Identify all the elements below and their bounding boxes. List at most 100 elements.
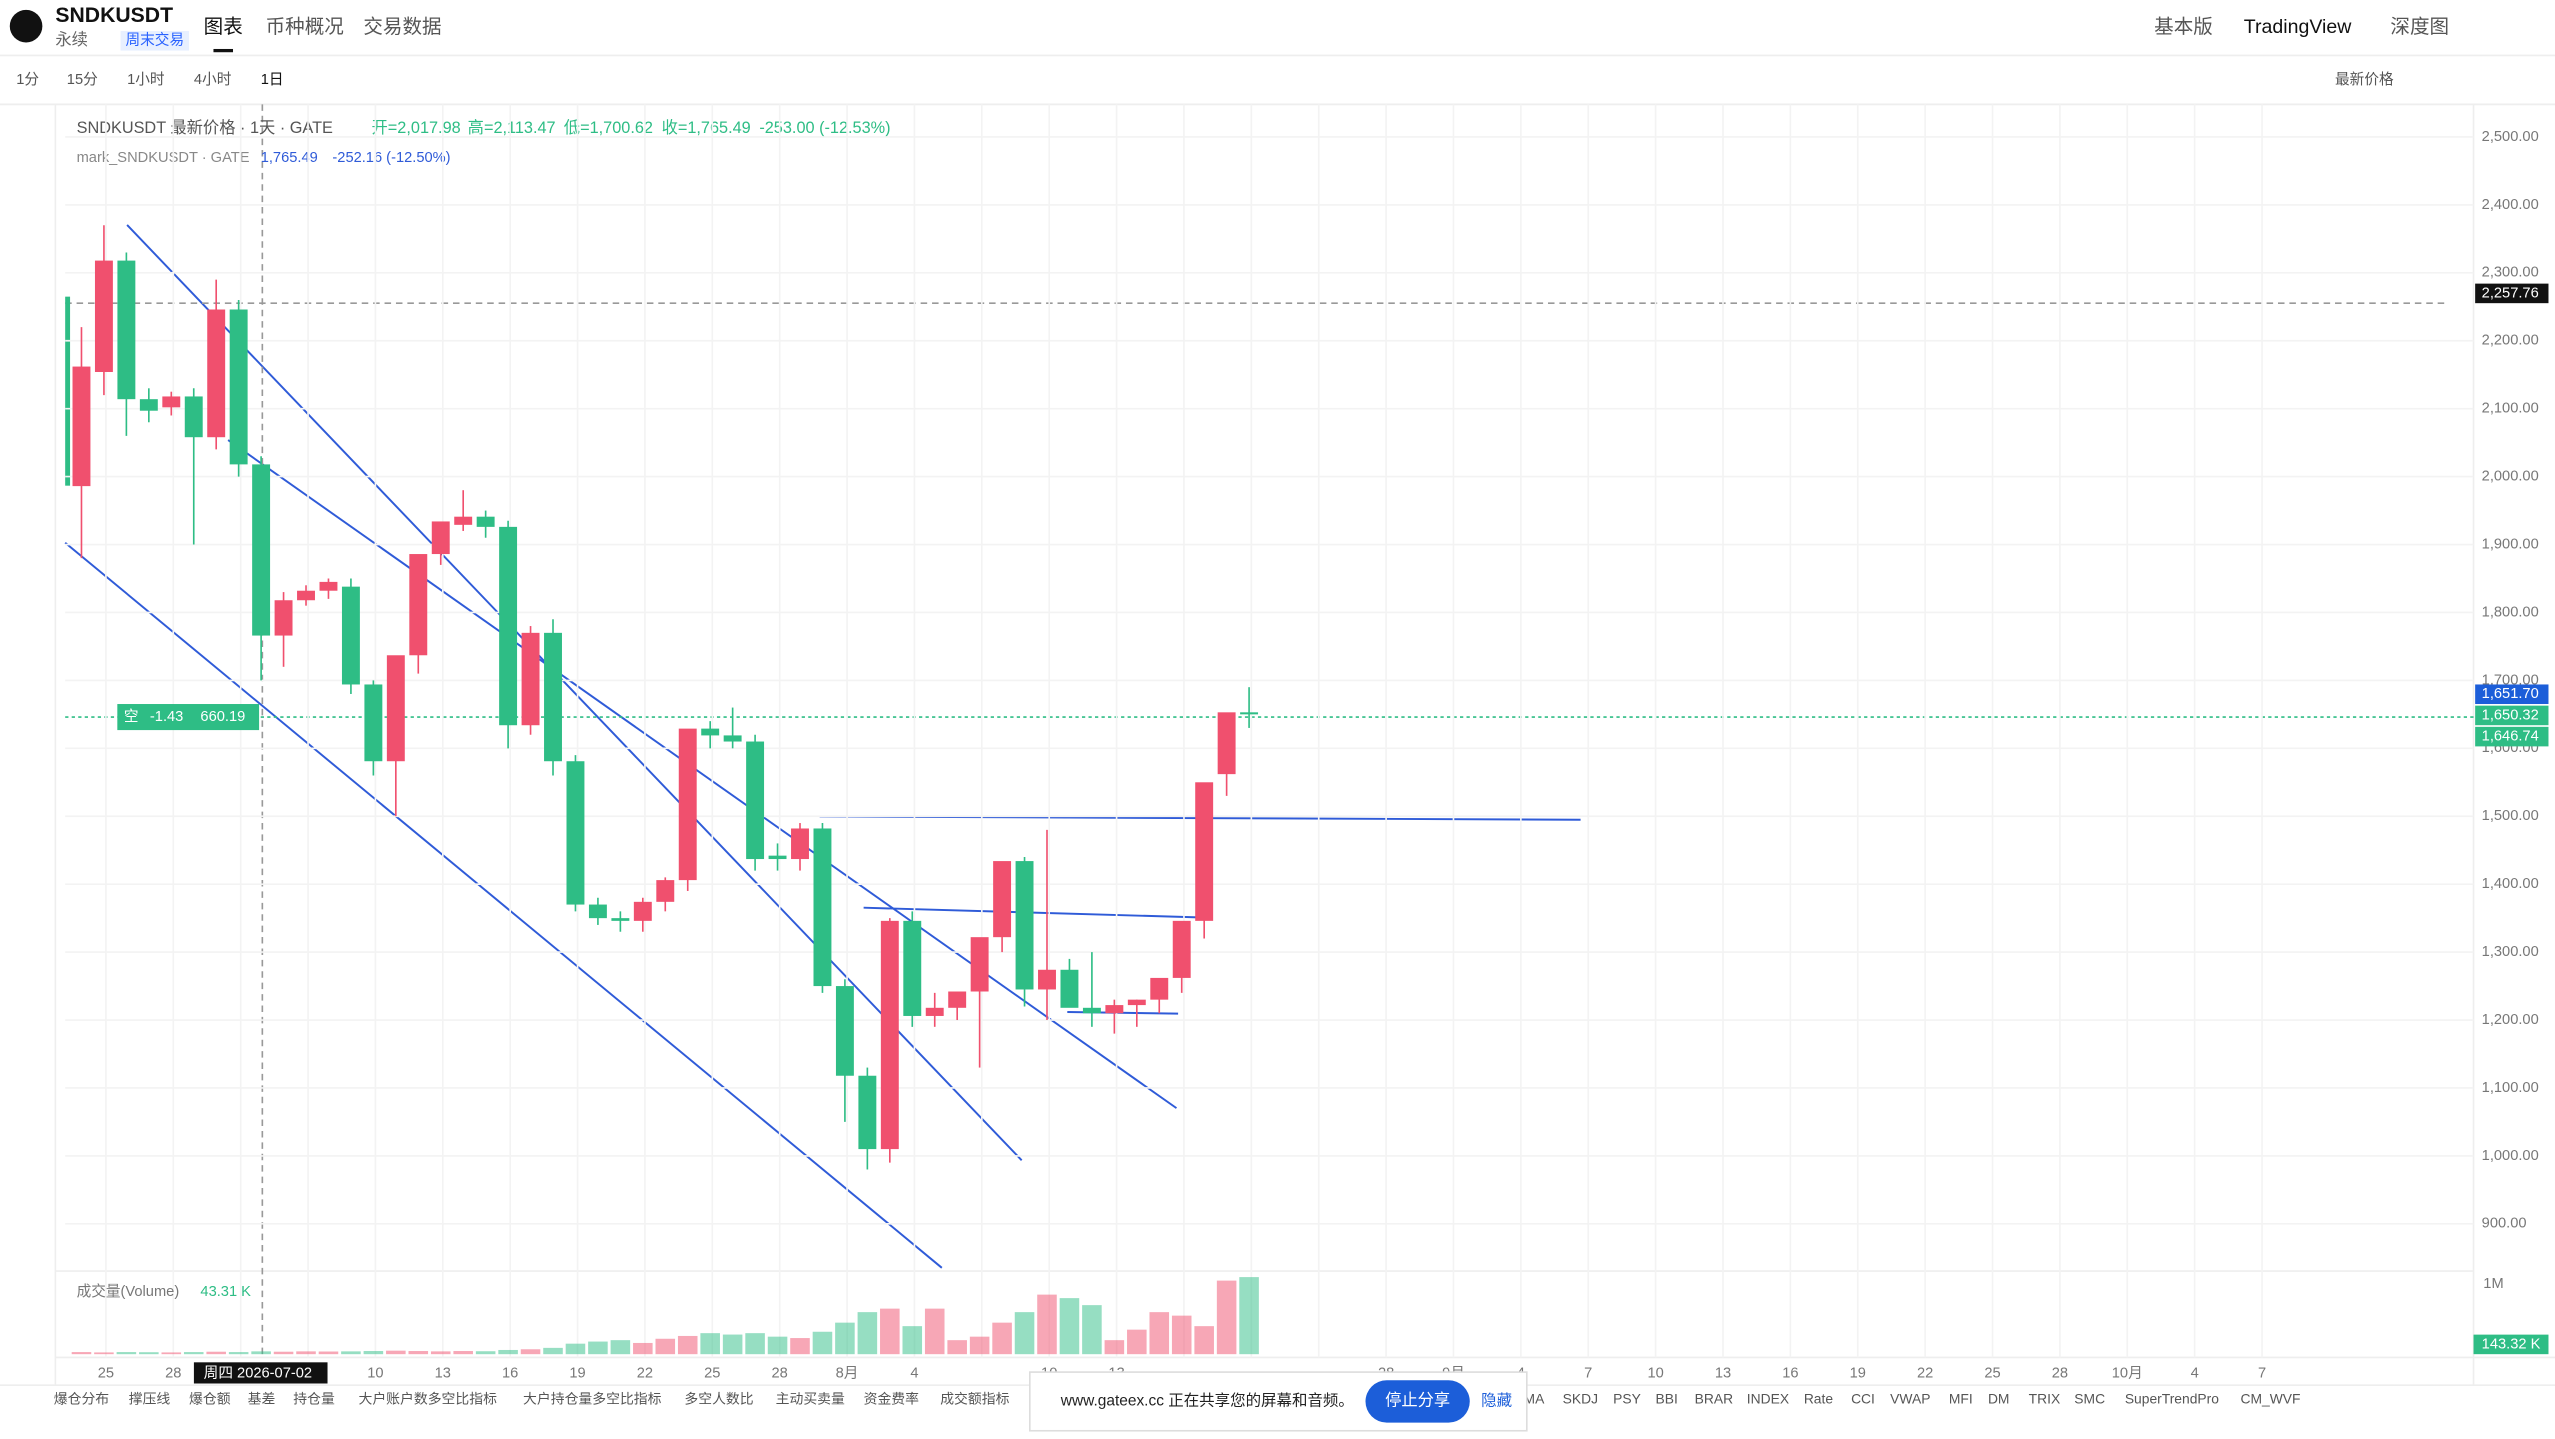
x-tick-label: 28	[2052, 1366, 2068, 1382]
hide-link[interactable]: 隐藏	[1481, 1392, 1512, 1410]
stop-text[interactable]: 停止分享	[1385, 1392, 1450, 1410]
indicator[interactable]: BRAR	[1695, 1390, 1733, 1406]
candle-body	[1172, 920, 1191, 978]
volume-bar	[610, 1340, 631, 1355]
legend-open: 开=2,017.98	[372, 119, 461, 137]
x-tick-label: 19	[569, 1366, 585, 1382]
interval[interactable]: 1分	[16, 71, 39, 88]
interval[interactable]: 15分	[67, 71, 98, 88]
price-label: 1,651.70	[2482, 686, 2539, 702]
indicator[interactable]: 主动买卖量	[776, 1390, 845, 1406]
y-tick-label: 1,900.00	[2482, 536, 2539, 552]
volume-bar	[228, 1352, 249, 1355]
x-tick-label: 10	[367, 1366, 383, 1382]
price-label: 1,646.74	[2482, 728, 2539, 744]
symbol[interactable]: SNDKUSDT	[55, 4, 173, 27]
y-tick-label: 2,000.00	[2482, 468, 2539, 484]
volume-bar	[565, 1343, 586, 1355]
volume-bar	[902, 1326, 923, 1355]
candle-body	[184, 396, 203, 438]
indicator[interactable]: 爆仓额	[189, 1390, 231, 1406]
date-label-bg	[193, 1362, 328, 1384]
indicator[interactable]: INDEX	[1747, 1390, 1789, 1406]
header-link[interactable]: 深度图	[2390, 16, 2449, 38]
indicator[interactable]: SuperTrendPro	[2125, 1390, 2219, 1406]
indicator[interactable]: 持仓量	[293, 1390, 335, 1406]
interval[interactable]: 1小时	[127, 71, 165, 88]
indicator[interactable]: TRIX	[2029, 1390, 2061, 1406]
indicator[interactable]: SMC	[2074, 1390, 2105, 1406]
candle-body	[611, 918, 630, 921]
header-link[interactable]: 基本版	[2154, 16, 2213, 38]
candle-body	[454, 516, 473, 525]
tab[interactable]: 交易数据	[363, 16, 441, 38]
indicator[interactable]: 爆仓分布	[54, 1390, 110, 1406]
volume-bar	[1171, 1315, 1192, 1355]
x-tick-label: 28	[165, 1366, 181, 1382]
volume-bar	[139, 1352, 159, 1355]
volume-bar	[183, 1352, 204, 1355]
volume-bar	[341, 1351, 361, 1355]
candle-body	[1217, 712, 1236, 775]
volume-bar	[251, 1351, 271, 1355]
indicator[interactable]: MFI	[1949, 1390, 1973, 1406]
indicator[interactable]: DM	[1988, 1390, 2010, 1406]
share-text: www.gateex.cc 正在共享您的屏幕和音频。	[1060, 1392, 1354, 1410]
indicator[interactable]: 成交额指标	[940, 1390, 1009, 1406]
indicator[interactable]: Rate	[1804, 1390, 1834, 1406]
interval[interactable]: 4小时	[194, 71, 232, 88]
volume-bar	[363, 1351, 384, 1355]
indicator[interactable]: BBI	[1656, 1390, 1678, 1406]
volume-bar	[700, 1333, 720, 1355]
x-tick-label: 7	[1584, 1366, 1592, 1382]
y-tick-label: 1,100.00	[2482, 1080, 2539, 1096]
indicator[interactable]: PSY	[1613, 1390, 1641, 1406]
indicator[interactable]: CM_WVF	[2241, 1390, 2301, 1406]
candle-body	[274, 600, 293, 636]
candle-body	[880, 920, 899, 1150]
indicator[interactable]: 大户账户数多空比指标	[358, 1390, 497, 1406]
indicator[interactable]: 大户持仓量多空比指标	[523, 1390, 662, 1406]
volume-bar	[1127, 1329, 1147, 1355]
indicator[interactable]: VWAP	[1890, 1390, 1930, 1406]
price-mode[interactable]: 最新价格	[2335, 71, 2394, 88]
x-tick-label: 28	[772, 1366, 788, 1382]
indicator[interactable]: CCI	[1851, 1390, 1875, 1406]
price-label-bg	[2475, 283, 2549, 304]
indicator[interactable]: 资金费率	[864, 1390, 920, 1406]
volume-bar	[296, 1351, 316, 1355]
indicator[interactable]: 基差	[248, 1390, 276, 1406]
tab[interactable]: 图表	[204, 16, 243, 38]
indicator[interactable]: SKDJ	[1563, 1390, 1598, 1406]
candle-body	[903, 920, 922, 1016]
candle-body	[476, 516, 495, 527]
volume-bar	[1149, 1312, 1170, 1355]
volume-bar	[273, 1351, 294, 1355]
volume-current: 143.32 K	[2482, 1336, 2541, 1352]
interval[interactable]: 1日	[261, 72, 284, 88]
volume-bar	[161, 1352, 182, 1355]
volume-bar	[520, 1349, 541, 1355]
stop-button[interactable]	[1365, 1380, 1470, 1423]
volume-tick-label: 1M	[2483, 1276, 2503, 1292]
volume-bar	[1104, 1340, 1125, 1355]
indicator[interactable]: 多空人数比	[684, 1390, 753, 1406]
position-pnl: -1.43	[150, 709, 183, 725]
candle-body	[499, 526, 518, 726]
candle-body	[162, 396, 181, 408]
x-tick-label: 25	[704, 1366, 720, 1382]
badge-bg	[120, 31, 190, 51]
indicator[interactable]: 撑压线	[129, 1390, 171, 1406]
volume-bar	[1194, 1326, 1214, 1355]
candle-body	[588, 904, 607, 919]
candle-body	[746, 741, 765, 860]
volume-bar	[588, 1341, 608, 1355]
candle-body	[723, 735, 742, 742]
candle-body	[858, 1075, 877, 1150]
candle-body	[1082, 1007, 1101, 1014]
header-link[interactable]: TradingView	[2244, 16, 2352, 38]
indicator[interactable]: MA	[1524, 1390, 1546, 1406]
volume-bar	[318, 1351, 339, 1355]
tab[interactable]: 币种概况	[266, 16, 344, 38]
candle-body	[1105, 1005, 1124, 1014]
